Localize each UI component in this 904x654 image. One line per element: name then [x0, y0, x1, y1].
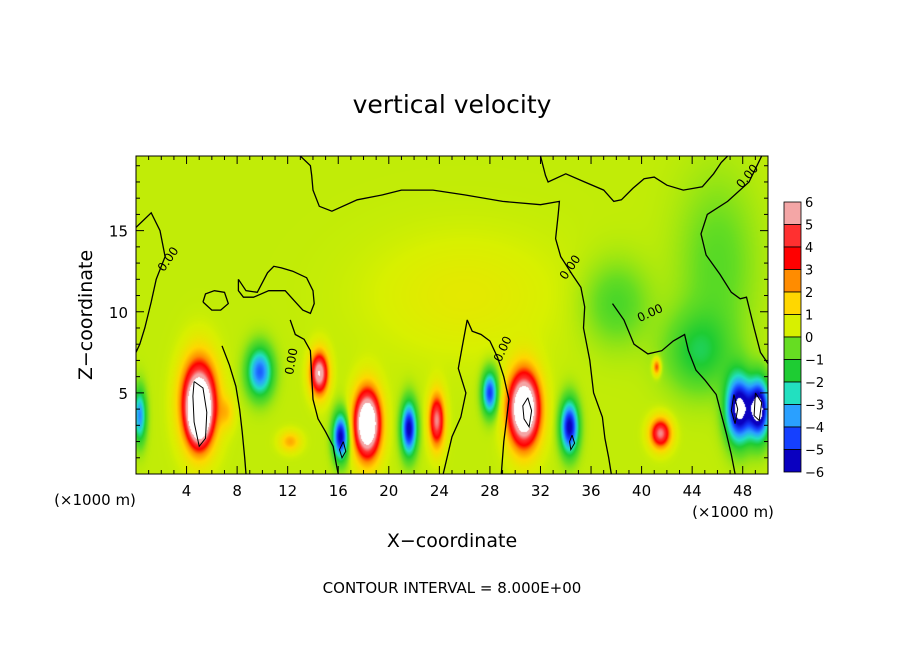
- colorbar-swatch: [783, 359, 802, 383]
- colorbar-label: 1: [805, 309, 813, 324]
- colorbar-label: −4: [805, 421, 824, 436]
- y-axis-label: Z−coordinate: [75, 250, 97, 380]
- colorbar-label: 5: [805, 219, 813, 234]
- colorbar-label: −3: [805, 399, 824, 414]
- contour-line: [522, 397, 533, 429]
- colorbar-swatch: [783, 314, 802, 338]
- x-tick-label: 20: [379, 482, 398, 500]
- colorbar-label: 0: [805, 331, 813, 346]
- colorbar-label: −2: [805, 376, 824, 391]
- colorbar-label: 6: [805, 196, 813, 211]
- colorbar-swatch: [783, 404, 802, 428]
- zero-contour: [299, 156, 612, 474]
- y-axis-ticks: 5 10 15: [109, 165, 768, 459]
- x-tick-label: 4: [182, 482, 192, 500]
- contour-line: [192, 381, 208, 448]
- contour-interval-footer: CONTOUR INTERVAL = 8.000E+00: [323, 579, 582, 597]
- x-axis-label: X−coordinate: [387, 530, 517, 552]
- contour-lines: [136, 156, 768, 474]
- chart-title: vertical velocity: [353, 90, 552, 119]
- colorbar-swatch: [783, 246, 802, 270]
- colorbar-label: −5: [805, 444, 824, 459]
- contour-line: [569, 434, 576, 452]
- x-tick-label: 36: [581, 482, 600, 500]
- x-tick-label: 8: [232, 482, 242, 500]
- x-tick-label: 32: [531, 482, 550, 500]
- colorbar-swatch: [783, 426, 802, 450]
- contour-line: [730, 394, 739, 424]
- contour-line: [753, 392, 763, 422]
- x-unit-right: (×1000 m): [692, 503, 774, 521]
- zero-contour: [237, 265, 315, 315]
- x-axis-ticks: 4 8 12 16 20 24 28 32 36 40 44 48: [148, 156, 756, 500]
- y-tick-label: 5: [118, 385, 128, 403]
- colorbar-label: 2: [805, 286, 813, 301]
- x-unit-left: (×1000 m): [54, 491, 136, 509]
- zero-contour: [221, 345, 247, 474]
- x-tick-label: 28: [480, 482, 499, 500]
- colorbar-swatch: [783, 224, 802, 248]
- x-tick-label: 44: [683, 482, 702, 500]
- colorbar-label: 4: [805, 241, 813, 256]
- x-tick-label: 24: [430, 482, 449, 500]
- zero-contour: [539, 156, 729, 203]
- zero-contour: [700, 156, 768, 365]
- zero-contour: [289, 319, 339, 474]
- x-tick-label: 16: [329, 482, 348, 500]
- colorbar-swatch: [783, 336, 802, 360]
- colorbar-swatch: [783, 201, 802, 225]
- colorbar: 6 5 4 3 2 1 0 −1 −2 −3 −4 −5 −6: [783, 196, 824, 481]
- zero-contour: [442, 319, 468, 474]
- y-tick-label: 15: [109, 223, 128, 241]
- colorbar-swatch: [783, 291, 802, 315]
- zero-contour: [136, 211, 166, 353]
- x-tick-label: 40: [632, 482, 651, 500]
- y-tick-label: 10: [109, 304, 128, 322]
- colorbar-label: 3: [805, 264, 813, 279]
- colorbar-label: −1: [805, 354, 824, 369]
- zero-contour: [466, 319, 510, 474]
- zero-contour: [611, 303, 736, 474]
- zero-contour: [202, 290, 230, 311]
- colorbar-swatch: [783, 381, 802, 405]
- velocity-field: [136, 156, 768, 474]
- colorbar-swatch: [783, 449, 802, 473]
- contour-label: 0.00: [282, 347, 300, 376]
- colorbar-swatch: [783, 269, 802, 293]
- x-tick-label: 48: [733, 482, 752, 500]
- colorbar-label: −6: [805, 466, 824, 481]
- contour-line: [338, 441, 347, 460]
- x-tick-label: 12: [278, 482, 297, 500]
